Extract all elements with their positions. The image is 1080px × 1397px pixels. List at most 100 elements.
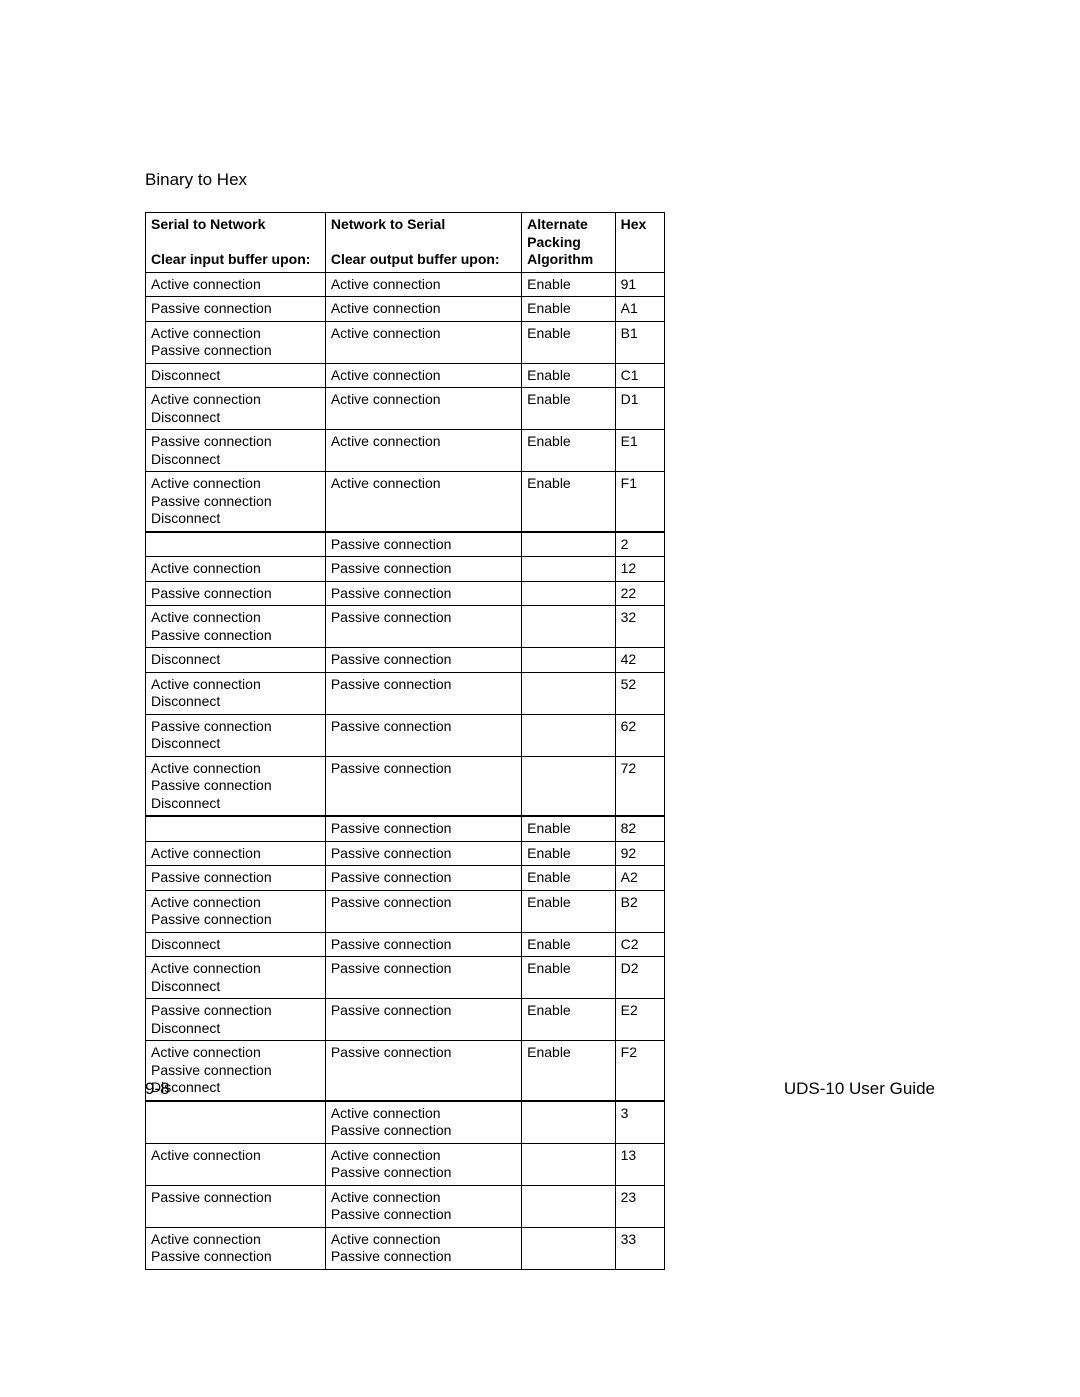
table-row: Active connectionPassive connectionActiv… [146,321,665,363]
binary-to-hex-table: Serial to Network Clear input buffer upo… [145,212,665,1270]
cell-alternate: Enable [522,957,616,999]
cell-network: Active connectionPassive connection [325,1101,521,1144]
footer-doc-title: UDS-10 User Guide [784,1079,935,1099]
cell-alternate [522,606,616,648]
cell-network: Active connectionPassive connection [325,1227,521,1269]
cell-network: Active connection [325,388,521,430]
cell-network: Passive connection [325,957,521,999]
cell-hex: 91 [615,272,664,297]
header-alt-line2: Packing [527,234,581,250]
cell-alternate: Enable [522,321,616,363]
cell-network: Passive connection [325,816,521,841]
header-network-line1: Network to Serial [331,216,445,232]
cell-alternate [522,1227,616,1269]
cell-serial: Active connectionPassive connection [146,321,326,363]
table-row: Passive connectionDisconnectPassive conn… [146,999,665,1041]
page-footer: 9-8 UDS-10 User Guide [145,1079,935,1099]
cell-alternate [522,1143,616,1185]
table-row: Active connectionPassive connectionPassi… [146,606,665,648]
cell-network: Passive connection [325,648,521,673]
cell-network: Passive connection [325,932,521,957]
cell-hex: 13 [615,1143,664,1185]
cell-hex: 62 [615,714,664,756]
table-row: Passive connectionDisconnectPassive conn… [146,714,665,756]
cell-serial: Active connection [146,841,326,866]
cell-network: Passive connection [325,756,521,816]
cell-serial: Passive connectionDisconnect [146,999,326,1041]
table-row: Active connectionPassive connectionEnabl… [146,841,665,866]
table-row: DisconnectPassive connectionEnableC2 [146,932,665,957]
table-row: Passive connection2 [146,532,665,557]
cell-network: Active connection [325,472,521,532]
cell-hex: A2 [615,866,664,891]
cell-alternate: Enable [522,472,616,532]
table-row: DisconnectPassive connection 42 [146,648,665,673]
cell-network: Active connection [325,297,521,322]
cell-alternate [522,756,616,816]
cell-hex: D2 [615,957,664,999]
cell-network: Passive connection [325,866,521,891]
page-title: Binary to Hex [145,170,935,190]
header-alternate: Alternate Packing Algorithm [522,213,616,273]
cell-alternate: Enable [522,430,616,472]
cell-network: Active connection [325,321,521,363]
cell-network: Passive connection [325,890,521,932]
cell-serial: Passive connectionDisconnect [146,714,326,756]
table-row: Active connectionDisconnectActive connec… [146,388,665,430]
cell-serial: Disconnect [146,932,326,957]
table-row: Active connectionActive connectionPassiv… [146,1143,665,1185]
cell-network: Active connectionPassive connection [325,1185,521,1227]
cell-serial: Disconnect [146,648,326,673]
cell-hex: B2 [615,890,664,932]
cell-hex: 42 [615,648,664,673]
cell-alternate: Enable [522,363,616,388]
cell-hex: F1 [615,472,664,532]
cell-network: Active connectionPassive connection [325,1143,521,1185]
cell-hex: 52 [615,672,664,714]
cell-serial: Passive connection [146,866,326,891]
cell-hex: 33 [615,1227,664,1269]
table-row: Passive connectionEnable82 [146,816,665,841]
cell-alternate [522,648,616,673]
cell-alternate [522,532,616,557]
table-row: Active connectionPassive connectionDisco… [146,472,665,532]
header-hex: Hex [615,213,664,273]
cell-alternate: Enable [522,866,616,891]
table-row: Active connectionPassive connectionPassi… [146,890,665,932]
table-row: Passive connectionPassive connectionEnab… [146,866,665,891]
header-hex-text: Hex [621,216,647,232]
cell-network: Active connection [325,363,521,388]
cell-alternate: Enable [522,388,616,430]
cell-serial: Active connectionPassive connectionDisco… [146,472,326,532]
header-serial-line2: Clear input buffer upon: [151,251,310,267]
cell-alternate: Enable [522,999,616,1041]
cell-serial: Active connection [146,272,326,297]
cell-network: Passive connection [325,672,521,714]
table-header-row: Serial to Network Clear input buffer upo… [146,213,665,273]
table-body: Active connectionActive connectionEnable… [146,272,665,1269]
cell-serial: Active connectionPassive connection [146,606,326,648]
footer-page-number: 9-8 [145,1079,170,1099]
cell-alternate: Enable [522,297,616,322]
cell-serial: Active connection [146,1143,326,1185]
table-row: Active connectionPassive connectionDisco… [146,756,665,816]
cell-alternate: Enable [522,841,616,866]
cell-network: Active connection [325,430,521,472]
cell-hex: C1 [615,363,664,388]
header-network-line2: Clear output buffer upon: [331,251,500,267]
cell-hex: 23 [615,1185,664,1227]
table-row: Active connectionDisconnectPassive conne… [146,957,665,999]
table-row: DisconnectActive connectionEnableC1 [146,363,665,388]
cell-serial: Disconnect [146,363,326,388]
cell-network: Passive connection [325,841,521,866]
table-row: Active connectionDisconnectPassive conne… [146,672,665,714]
cell-hex: 2 [615,532,664,557]
cell-network: Passive connection [325,999,521,1041]
cell-hex: 92 [615,841,664,866]
table-row: Passive connectionActive connectionEnabl… [146,297,665,322]
cell-hex: 82 [615,816,664,841]
cell-hex: 3 [615,1101,664,1144]
cell-network: Passive connection [325,606,521,648]
cell-alternate: Enable [522,932,616,957]
header-alt-line3: Algorithm [527,251,593,267]
